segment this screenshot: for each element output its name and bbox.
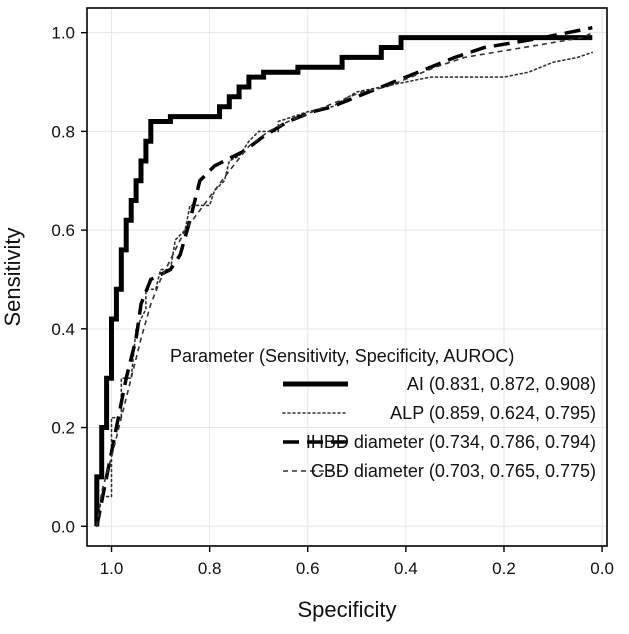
grid-lines — [87, 8, 607, 546]
y-axis-title: Sensitivity — [0, 227, 25, 326]
series-group — [94, 25, 594, 528]
x-tick-label: 0.0 — [590, 559, 614, 578]
x-tick-label: 1.0 — [100, 559, 124, 578]
y-axis: 0.0 0.2 0.4 0.6 0.8 1.0 — [51, 24, 87, 536]
series-line — [96, 31, 593, 527]
legend-label: IHBD diameter (0.734, 0.786, 0.794) — [306, 432, 596, 452]
x-axis-title: Specificity — [297, 597, 396, 622]
x-tick-label: 0.2 — [492, 559, 516, 578]
series-line — [94, 35, 593, 527]
series-line — [96, 51, 594, 528]
y-tick-label: 0.0 — [51, 517, 75, 536]
x-tick-label: 0.8 — [198, 559, 222, 578]
x-tick-label: 0.4 — [394, 559, 418, 578]
x-axis: 1.0 0.8 0.6 0.4 0.2 0.0 — [100, 546, 614, 578]
plot-frame — [86, 7, 608, 547]
legend-label: ALP (0.859, 0.624, 0.795) — [390, 403, 596, 423]
y-tick-label: 1.0 — [51, 24, 75, 43]
legend-label: AI (0.831, 0.872, 0.908) — [407, 374, 596, 394]
series-line — [95, 25, 593, 527]
y-tick-label: 0.2 — [51, 419, 75, 438]
y-tick-label: 0.8 — [51, 122, 75, 141]
legend-label: CBD diameter (0.703, 0.765, 0.775) — [311, 461, 596, 481]
x-tick-label: 0.6 — [296, 559, 320, 578]
legend-title: Parameter (Sensitivity, Specificity, AUR… — [170, 346, 514, 366]
y-tick-label: 0.4 — [51, 320, 75, 339]
y-tick-label: 0.6 — [51, 221, 75, 240]
legend: Parameter (Sensitivity, Specificity, AUR… — [170, 346, 596, 481]
